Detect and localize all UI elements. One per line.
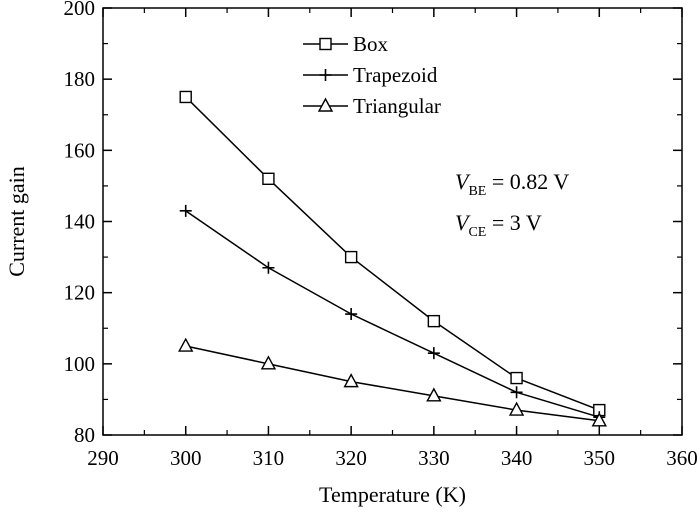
x-tick-label: 360 — [666, 446, 698, 470]
y-tick-label: 180 — [64, 67, 96, 91]
x-tick-label: 330 — [418, 446, 450, 470]
series-line-triangular — [185, 345, 600, 422]
data-point-triangular — [591, 412, 607, 427]
series-triangular — [178, 337, 607, 427]
data-point-box — [344, 250, 358, 264]
annotation-value: = 3 V — [486, 210, 542, 235]
x-tick-label: 300 — [170, 446, 202, 470]
data-point-triangular — [508, 401, 525, 416]
data-point-trapezoid — [427, 347, 440, 360]
x-tick-label: 320 — [335, 446, 367, 470]
data-point-box — [179, 90, 192, 104]
legend-marker-trapezoid — [319, 69, 332, 81]
legend: Box Trapezoid Triangular — [303, 32, 441, 118]
data-point-box — [510, 371, 523, 385]
data-point-box — [427, 314, 441, 328]
data-point-trapezoid — [345, 308, 358, 321]
x-tick-label: 290 — [87, 446, 119, 470]
data-point-triangular — [343, 373, 359, 388]
annotation-be: VBE = 0.82 V — [455, 169, 569, 199]
x-tick-label: 340 — [501, 446, 533, 470]
annotation-symbol: V — [455, 169, 471, 194]
legend-item-triangular: Triangular — [303, 94, 441, 118]
legend-label-box: Box — [353, 32, 389, 56]
axes: 290 300 310 320 330 340 350 360 80 100 120 140 160 18… — [4, 0, 698, 507]
data-point-trapezoid — [262, 261, 275, 274]
y-tick-label: 120 — [64, 281, 96, 305]
y-tick-label: 200 — [64, 0, 96, 20]
series-box — [179, 90, 606, 417]
annotation-value: = 0.82 V — [486, 169, 569, 194]
series-line-box — [185, 96, 600, 411]
annotation-subscript: BE — [468, 184, 486, 199]
y-tick-label: 140 — [64, 210, 96, 234]
y-tick-label: 80 — [74, 423, 95, 447]
series-line-trapezoid — [185, 210, 600, 418]
legend-marker-triangular — [317, 97, 334, 112]
y-tick-label: 160 — [64, 138, 96, 162]
legend-label-triangular: Triangular — [353, 94, 441, 118]
data-point-trapezoid — [510, 386, 523, 399]
legend-item-trapezoid: Trapezoid — [303, 63, 438, 87]
annotation-ce: VCE = 3 V — [455, 210, 542, 240]
x-tick-label: 310 — [253, 446, 285, 470]
plot-area — [178, 90, 607, 427]
data-point-triangular — [178, 337, 194, 352]
y-tick-label: 100 — [64, 352, 96, 376]
data-point-triangular — [426, 387, 442, 402]
x-tick-label: 350 — [584, 446, 616, 470]
series-trapezoid — [179, 204, 606, 424]
data-point-box — [262, 172, 275, 186]
data-point-triangular — [260, 355, 277, 370]
annotation-symbol: V — [455, 210, 471, 235]
legend-item-box: Box — [303, 32, 389, 56]
data-point-trapezoid — [179, 204, 192, 217]
legend-label-trapezoid: Trapezoid — [353, 63, 438, 87]
annotation-subscript: CE — [468, 225, 486, 240]
x-axis-label: Temperature (K) — [319, 482, 466, 507]
y-axis-label: Current gain — [4, 166, 29, 277]
legend-marker-box — [319, 37, 332, 51]
